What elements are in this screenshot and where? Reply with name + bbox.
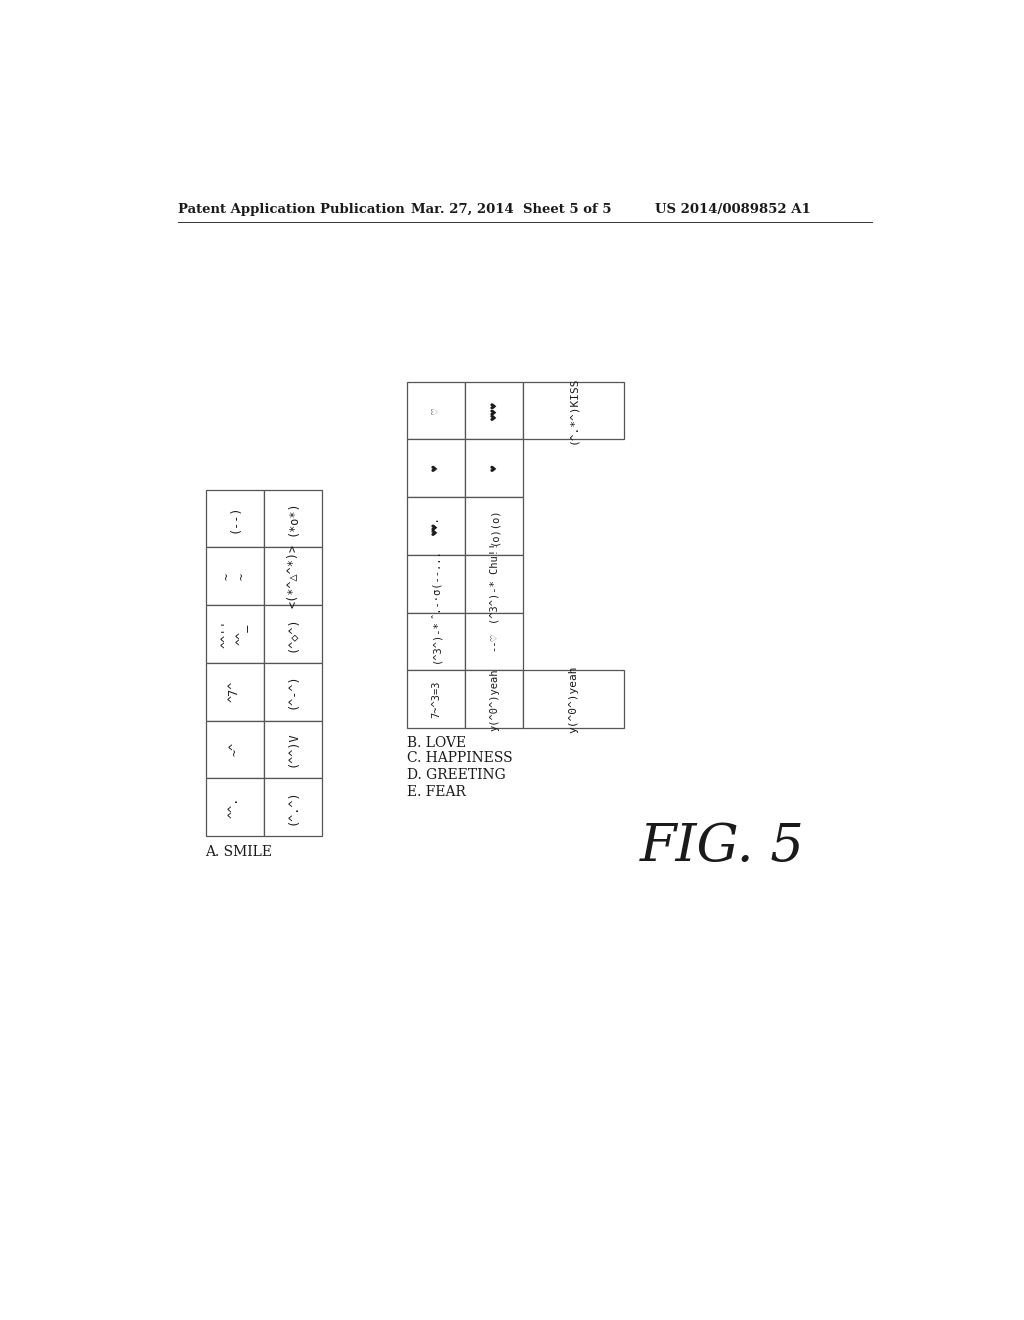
- Bar: [206, 605, 263, 663]
- Text: ♥: ♥: [489, 465, 499, 471]
- Text: (^.*^)KISS: (^.*^)KISS: [568, 376, 579, 445]
- Bar: [407, 498, 465, 554]
- Text: ~^: ~^: [228, 742, 241, 756]
- Text: ~
~: ~ ~: [220, 573, 249, 579]
- Bar: [263, 548, 322, 605]
- Bar: [206, 490, 263, 548]
- Bar: [465, 612, 523, 671]
- Text: ˆ.-·σ(--...: ˆ.-·σ(--...: [431, 549, 441, 618]
- Bar: [263, 605, 322, 663]
- Text: y(^0^)yeah: y(^0^)yeah: [489, 668, 499, 730]
- Text: ♡: ♡: [431, 408, 441, 413]
- Text: Patent Application Publication: Patent Application Publication: [178, 203, 406, 216]
- Bar: [407, 554, 465, 612]
- Bar: [263, 663, 322, 721]
- Text: (^.^): (^.^): [286, 789, 299, 825]
- Text: Mar. 27, 2014  Sheet 5 of 5: Mar. 27, 2014 Sheet 5 of 5: [411, 203, 611, 216]
- Text: ^^''
^^_: ^^'' ^^_: [220, 619, 249, 648]
- Bar: [263, 721, 322, 779]
- Text: ♥♥♥: ♥♥♥: [489, 401, 499, 420]
- Text: ♥: ♥: [431, 465, 441, 471]
- Bar: [206, 548, 263, 605]
- Text: (^-^): (^-^): [286, 673, 299, 709]
- Bar: [407, 612, 465, 671]
- Text: ^7^: ^7^: [228, 681, 241, 702]
- Text: ^^.: ^^.: [228, 796, 241, 818]
- Text: <(*^△^*)>: <(*^△^*)>: [286, 544, 299, 609]
- Bar: [407, 671, 465, 729]
- Bar: [407, 440, 465, 498]
- Bar: [263, 779, 322, 836]
- Text: (*o*): (*o*): [286, 500, 299, 536]
- Text: (^◇^): (^◇^): [286, 616, 299, 652]
- Bar: [206, 721, 263, 779]
- Text: (^^)V: (^^)V: [286, 731, 299, 767]
- Text: (--): (--): [228, 504, 241, 533]
- Bar: [465, 440, 523, 498]
- Bar: [206, 779, 263, 836]
- Text: D. GREETING: D. GREETING: [407, 768, 506, 783]
- Text: (o)(o): (o)(o): [489, 507, 499, 545]
- Bar: [465, 381, 523, 440]
- Bar: [465, 671, 523, 729]
- Text: --♡: --♡: [489, 632, 499, 651]
- Text: US 2014/0089852 A1: US 2014/0089852 A1: [655, 203, 811, 216]
- Text: E. FEAR: E. FEAR: [407, 785, 466, 799]
- Bar: [523, 671, 624, 729]
- Text: (^3^)-*: (^3^)-*: [431, 619, 441, 664]
- Bar: [465, 498, 523, 554]
- Bar: [263, 490, 322, 548]
- Text: ♥♥.: ♥♥.: [431, 516, 441, 536]
- Text: y(^0^)yeah: y(^0^)yeah: [568, 665, 579, 733]
- Text: B. LOVE: B. LOVE: [407, 737, 466, 750]
- Text: 7~^3=3: 7~^3=3: [431, 681, 441, 718]
- Bar: [407, 381, 465, 440]
- Text: (^3^)-* Chu!!: (^3^)-* Chu!!: [489, 544, 499, 624]
- Text: A. SMILE: A. SMILE: [206, 845, 272, 859]
- Bar: [206, 663, 263, 721]
- Bar: [465, 554, 523, 612]
- Text: C. HAPPINESS: C. HAPPINESS: [407, 751, 513, 766]
- Text: FIG. 5: FIG. 5: [640, 821, 804, 871]
- Bar: [523, 381, 624, 440]
